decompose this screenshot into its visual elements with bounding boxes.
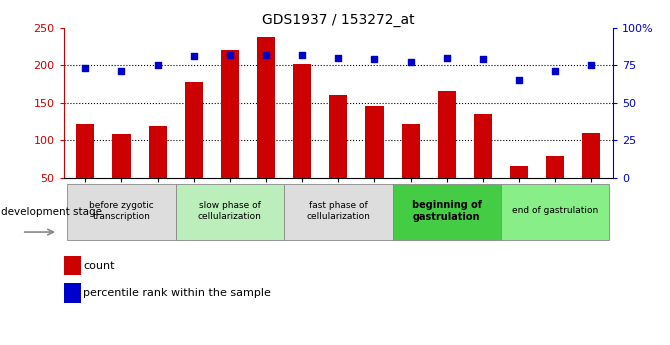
Bar (257, 37, 275, 215)
Bar (510, 166, 528, 215)
Point (80, 65, 90, 71)
Point (405, 59, 416, 65)
Point (514, 77, 525, 83)
Bar (474, 114, 492, 215)
Point (550, 68, 561, 74)
Bar (330, 95, 347, 215)
Text: end of gastrulation: end of gastrulation (512, 206, 598, 215)
Point (224, 52, 235, 57)
Text: fast phase of
cellularization: fast phase of cellularization (306, 201, 371, 221)
Bar (64, 283, 81, 303)
Point (116, 68, 127, 74)
Text: development stage: development stage (1, 207, 103, 217)
Point (261, 52, 271, 57)
Text: slow phase of
cellularization: slow phase of cellularization (198, 201, 262, 221)
Bar (113, 134, 131, 215)
Title: GDS1937 / 153272_at: GDS1937 / 153272_at (262, 12, 415, 27)
Point (369, 56, 380, 62)
Point (297, 52, 308, 57)
Bar (284, 184, 393, 240)
Point (442, 55, 452, 60)
Point (152, 62, 163, 68)
Bar (546, 156, 564, 215)
Bar (76, 125, 94, 215)
Text: beginning of
gastrulation: beginning of gastrulation (412, 200, 482, 222)
Point (333, 55, 344, 60)
Bar (401, 125, 419, 215)
Bar (438, 91, 456, 215)
Bar (582, 132, 600, 215)
Text: before zygotic
transcription: before zygotic transcription (89, 201, 154, 221)
Bar (221, 50, 239, 215)
Bar (64, 256, 81, 275)
Point (586, 62, 597, 68)
Bar (293, 63, 312, 215)
Bar (365, 106, 383, 215)
Bar (67, 184, 176, 240)
Point (478, 56, 488, 62)
Bar (185, 82, 203, 215)
Bar (393, 184, 501, 240)
Bar (176, 184, 284, 240)
Text: percentile rank within the sample: percentile rank within the sample (83, 288, 271, 298)
Text: count: count (83, 260, 115, 270)
Bar (501, 184, 610, 240)
Point (188, 53, 199, 59)
Bar (149, 126, 167, 215)
